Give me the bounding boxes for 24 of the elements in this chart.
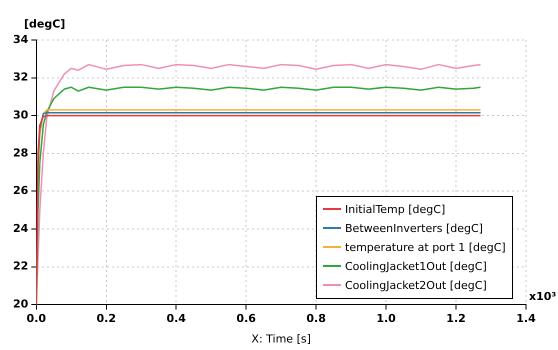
x-axis-title: X: Time [s] xyxy=(251,332,311,346)
y-tick-label: 28 xyxy=(12,146,28,160)
y-tick-label: 30 xyxy=(12,108,29,122)
x-tick-label: 0.6 xyxy=(236,312,256,326)
legend-label: temperature at port 1 [degC] xyxy=(345,240,506,256)
y-tick-label: 32 xyxy=(12,70,28,84)
x-tick-label: 0.2 xyxy=(96,312,116,326)
y-tick-label: 20 xyxy=(12,297,29,310)
legend-label: CoolingJacket1Out [degC] xyxy=(345,258,487,275)
x-tick-label: 0.8 xyxy=(306,312,326,326)
legend-label: InitialTemp [degC] xyxy=(345,202,446,218)
x-tick-label: 0.0 xyxy=(26,312,46,326)
y-tick-label: 34 xyxy=(12,32,29,46)
y-tick-label: 26 xyxy=(12,184,29,198)
text: x10³ xyxy=(529,290,556,303)
legend-label: BetweenInverters [degC] xyxy=(345,220,483,237)
x-tick-label: 1.4 xyxy=(516,312,536,326)
legend-label: CoolingJacket2Out [degC] xyxy=(345,278,487,294)
x-tick-label: 1.2 xyxy=(446,312,466,326)
y-axis-title: [degC] xyxy=(24,17,66,30)
y-tick-label: 24 xyxy=(12,222,29,235)
x-tick-label: 0.4 xyxy=(166,312,186,326)
y-tick-label: 22 xyxy=(12,260,28,273)
x-tick-label: 1.0 xyxy=(376,312,396,326)
